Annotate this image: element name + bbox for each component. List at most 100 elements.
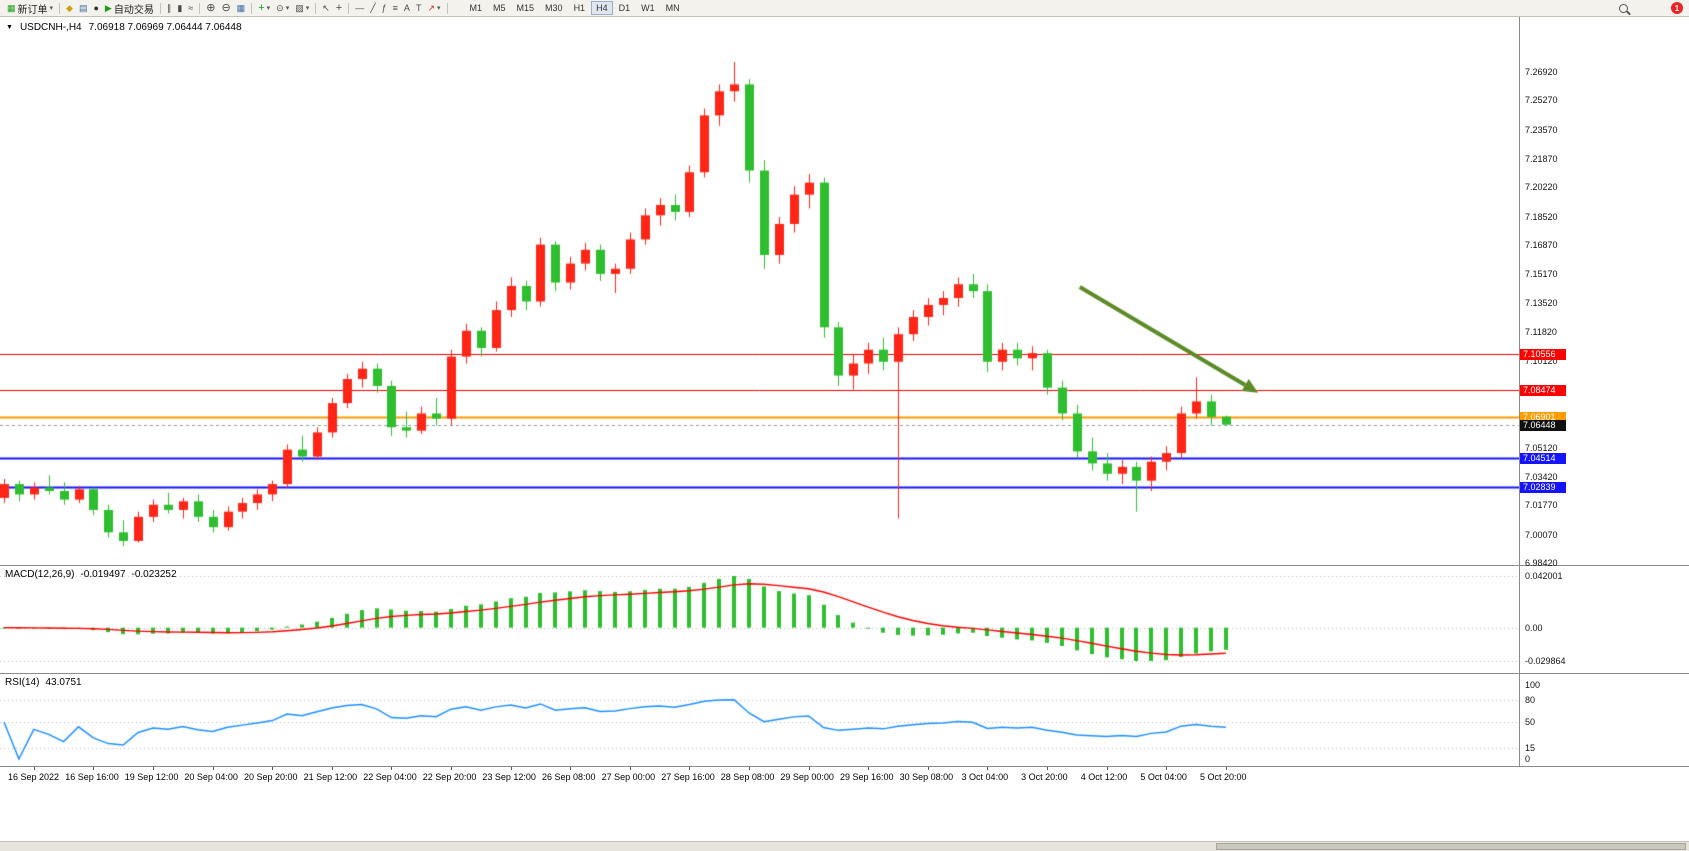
channel-button[interactable]: ≡ bbox=[390, 1, 401, 16]
timeframe-mn-button[interactable]: MN bbox=[665, 3, 680, 13]
macd-axis[interactable]: 0.042001 0.00 -0.029864 bbox=[1519, 566, 1689, 673]
chevron-down-icon: ▾ bbox=[436, 5, 441, 12]
price-axis-label: 7.01770 bbox=[1525, 500, 1558, 511]
text-button[interactable]: A bbox=[401, 1, 413, 16]
chevron-down-icon: ▾ bbox=[266, 5, 271, 12]
price-axis-label: 7.10120 bbox=[1525, 356, 1558, 367]
bar-chart-button[interactable]: ∥ bbox=[164, 1, 175, 16]
timeframe-d1-button[interactable]: D1 bbox=[618, 3, 631, 13]
data-window-button[interactable]: ▤ bbox=[76, 1, 91, 16]
market-watch-button[interactable]: ◆ bbox=[63, 1, 76, 16]
price-axis-label: 7.21870 bbox=[1525, 154, 1558, 164]
time-axis-tick bbox=[928, 767, 929, 770]
time-axis-tick bbox=[153, 767, 154, 770]
time-axis[interactable]: 16 Sep 2022 16 Sep 16:00 19 Sep 12:00 20 Se… bbox=[0, 767, 1689, 789]
price-level-badge: 7.06901 bbox=[1520, 411, 1566, 423]
timeframe-m30-button[interactable]: M30 bbox=[545, 3, 563, 13]
time-axis-tick bbox=[213, 767, 214, 770]
price-axis-label: 6.98420 bbox=[1525, 558, 1558, 568]
price-axis-label: 7.00070 bbox=[1525, 529, 1558, 540]
price-axis-label: 7.11820 bbox=[1525, 327, 1557, 338]
zoom-in-button[interactable]: ⊕ bbox=[203, 1, 218, 16]
timeframe-m5-button[interactable]: M5 bbox=[493, 3, 506, 13]
price-axis-label: 7.25270 bbox=[1525, 95, 1558, 106]
crosshair-button[interactable]: + bbox=[333, 1, 345, 16]
time-axis-tick bbox=[868, 767, 869, 770]
time-axis-tick bbox=[809, 767, 810, 770]
time-axis-label: 22 Sep 04:00 bbox=[363, 772, 417, 782]
time-axis-label: 21 Sep 12:00 bbox=[303, 772, 358, 782]
timeframe-m15-button[interactable]: M15 bbox=[516, 3, 535, 13]
main-chart-panel: ▼ USDCNH-,H4 7.06918 7.06969 7.06444 7.0… bbox=[0, 17, 1689, 568]
timeframe-h4-button[interactable]: H4 bbox=[591, 1, 613, 15]
timeframe-m1-button[interactable]: M1 bbox=[469, 3, 483, 13]
time-axis-label: 27 Sep 16:00 bbox=[661, 772, 715, 782]
time-axis-tick bbox=[749, 767, 750, 770]
rsi-canvas[interactable] bbox=[0, 674, 1519, 766]
time-axis-label: 22 Sep 20:00 bbox=[422, 772, 477, 782]
cursor-button[interactable]: ↖ bbox=[319, 1, 333, 16]
timeframe-h1-button[interactable]: H1 bbox=[573, 3, 586, 13]
time-axis-label: 5 Oct 20:00 bbox=[1199, 772, 1247, 782]
notification-badge[interactable]: 1 bbox=[1671, 2, 1683, 14]
new-order-label: 新订单 bbox=[17, 4, 48, 16]
macd-canvas[interactable] bbox=[0, 566, 1519, 673]
indicators-button[interactable]: + ▾ bbox=[255, 1, 273, 16]
price-axis-label: 7.23570 bbox=[1525, 124, 1558, 135]
new-order-button[interactable]: ▦ 新订单 ▾ bbox=[4, 1, 56, 16]
time-axis-tick bbox=[34, 767, 35, 770]
time-axis-tick bbox=[451, 767, 452, 770]
time-axis-tick bbox=[511, 767, 512, 770]
time-axis-label: 29 Sep 16:00 bbox=[840, 772, 894, 782]
templates-button[interactable]: ▨ ▾ bbox=[292, 1, 312, 16]
time-axis-tick bbox=[332, 767, 333, 770]
zoom-out-button[interactable]: ⊖ bbox=[218, 1, 233, 16]
candlestick-chart-button[interactable]: ▮ bbox=[174, 1, 185, 16]
autotrading-button[interactable]: ▶ 自动交易 bbox=[102, 1, 157, 16]
timeframe-w1-button[interactable]: W1 bbox=[641, 3, 655, 13]
periods-button[interactable]: ⊙ ▾ bbox=[273, 1, 292, 16]
horizontal-line-button[interactable]: — bbox=[352, 1, 367, 16]
arrows-tool-button[interactable]: ↗ ▾ bbox=[424, 1, 443, 16]
time-axis-label: 16 Sep 2022 bbox=[7, 772, 59, 782]
time-axis-label: 20 Sep 20:00 bbox=[244, 772, 298, 782]
chevron-down-icon: ▾ bbox=[285, 5, 290, 12]
time-axis-tick bbox=[391, 767, 392, 770]
text-label-button[interactable]: T bbox=[413, 1, 425, 16]
rsi-axis-label: 100 bbox=[1525, 680, 1541, 690]
scrollbar-thumb[interactable] bbox=[1216, 843, 1686, 850]
macd-panel: MACD(12,26,9) -0.019497 -0.023252 0.0420… bbox=[0, 566, 1689, 674]
price-axis[interactable]: 7.26920 7.25270 7.23570 7.21870 7.20220 7.185… bbox=[1519, 17, 1689, 568]
horizontal-scrollbar[interactable] bbox=[0, 841, 1689, 851]
toolbar: ▦ 新订单 ▾ ◆ ▤ ● ▶ 自动交易 ∥ ▮ ≈ ⊕ ⊖ ▦ + ▾ ⊙ ▾ bbox=[0, 0, 1689, 17]
time-axis-tick bbox=[689, 767, 690, 770]
time-axis-label: 3 Oct 20:00 bbox=[1021, 772, 1068, 782]
main-chart-canvas[interactable] bbox=[0, 17, 1519, 565]
navigator-button[interactable]: ● bbox=[90, 1, 101, 16]
toolbar-separator bbox=[446, 2, 448, 14]
rsi-axis[interactable]: 100 80 50 15 0 bbox=[1519, 674, 1689, 766]
tile-windows-button[interactable]: ▦ bbox=[234, 1, 249, 16]
macd-axis-label: 0.042001 bbox=[1525, 571, 1563, 581]
time-axis-label: 28 Sep 08:00 bbox=[720, 772, 775, 782]
price-level-badge: 7.10556 bbox=[1520, 348, 1566, 360]
time-axis-tick bbox=[1047, 767, 1048, 770]
search-button[interactable] bbox=[1616, 1, 1631, 16]
rsi-axis-label: 80 bbox=[1525, 694, 1536, 705]
macd-value-main: -0.019497 bbox=[80, 569, 126, 580]
price-axis-label: 7.18520 bbox=[1525, 211, 1558, 222]
cursor-icon: ↖ bbox=[322, 2, 330, 13]
arrow-tool-icon: ↗ bbox=[427, 2, 435, 13]
time-axis-tick bbox=[570, 767, 571, 770]
line-chart-button[interactable]: ≈ bbox=[185, 1, 196, 16]
trendline-button[interactable]: ╱ bbox=[367, 1, 378, 16]
fibonacci-button[interactable]: ƒ bbox=[379, 1, 390, 16]
macd-name: MACD(12,26,9) bbox=[5, 569, 75, 580]
rsi-panel: RSI(14) 43.0751 100 80 50 15 0 bbox=[0, 674, 1689, 767]
macd-label: MACD(12,26,9) -0.019497 -0.023252 bbox=[5, 569, 177, 580]
tile-windows-icon: ▦ bbox=[236, 2, 246, 13]
chart-collapse-icon[interactable]: ▼ bbox=[6, 24, 13, 31]
price-axis-label: 7.13520 bbox=[1525, 297, 1558, 308]
time-axis-label: 27 Sep 00:00 bbox=[601, 772, 656, 782]
zoom-in-icon: ⊕ bbox=[206, 1, 216, 14]
